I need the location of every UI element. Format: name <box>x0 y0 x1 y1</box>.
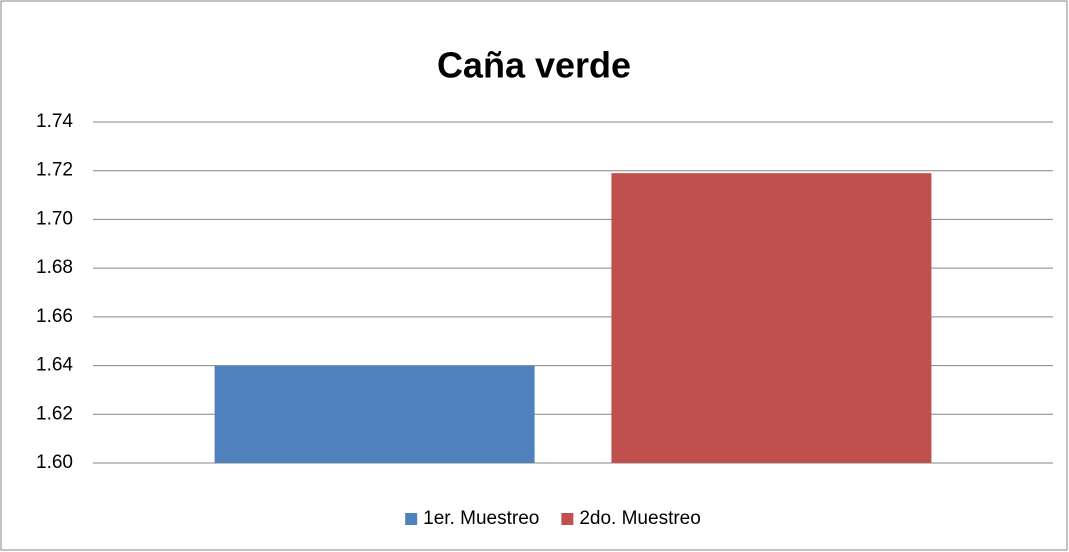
y-tick-label: 1.72 <box>36 160 73 181</box>
y-tick-label: 1.64 <box>36 355 73 376</box>
y-tick-label: 1.74 <box>36 111 73 132</box>
bar <box>214 365 535 463</box>
legend-label: 1er. Muestreo <box>423 508 539 529</box>
bar <box>611 173 932 463</box>
y-tick-label: 1.70 <box>36 208 73 229</box>
y-tick-label: 1.68 <box>36 257 73 278</box>
chart-title: Caña verde <box>437 45 631 86</box>
y-tick-label: 1.60 <box>36 452 73 473</box>
y-tick-label: 1.62 <box>36 403 73 424</box>
legend-swatch <box>405 513 418 525</box>
legend-swatch <box>561 513 574 525</box>
legend-label: 2do. Muestreo <box>579 508 700 529</box>
y-tick-label: 1.66 <box>36 306 73 327</box>
